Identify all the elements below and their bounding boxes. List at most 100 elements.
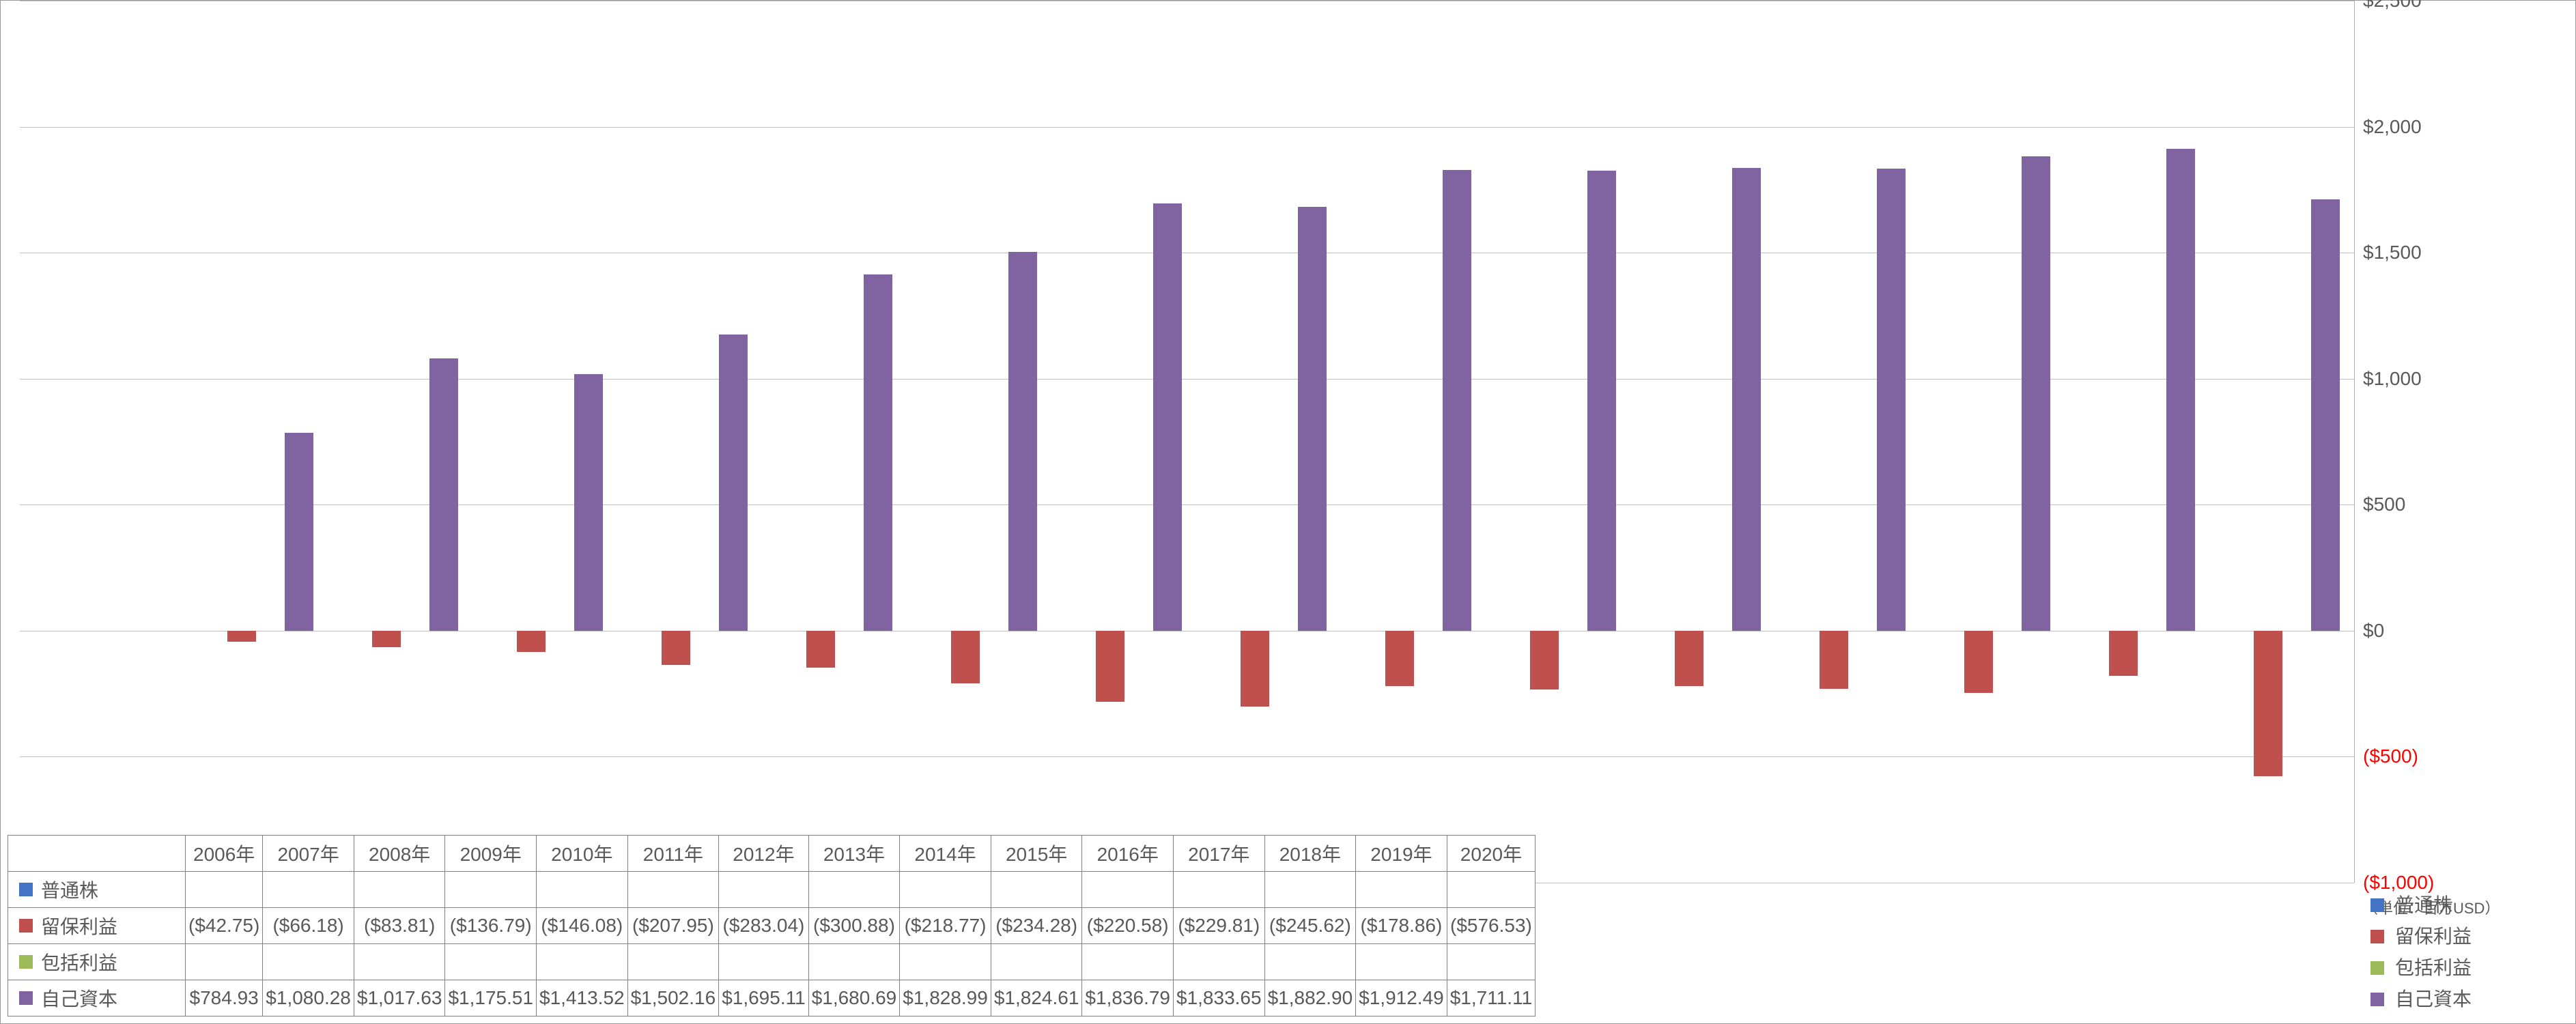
bar-retained (1385, 631, 1414, 686)
data-cell: $1,080.28 (263, 980, 354, 1016)
plot-area (20, 1, 2355, 883)
data-cell: ($218.77) (900, 908, 991, 944)
y-tick-label: $500 (2363, 494, 2405, 515)
series-name: 自己資本 (41, 989, 117, 1010)
bar-retained (806, 631, 835, 668)
data-cell (1447, 944, 1535, 980)
category-header: 2014年 (900, 836, 991, 872)
legend-label: 自己資本 (2395, 989, 2472, 1010)
data-cell: $1,912.49 (1356, 980, 1447, 1016)
bar-equity (719, 335, 748, 631)
table-row: 留保利益($42.75)($66.18)($83.81)($136.79)($1… (8, 908, 1535, 944)
bar-equity (285, 433, 313, 631)
bar-equity (1587, 171, 1616, 631)
row-header: 普通株 (8, 872, 186, 908)
series-name: 包括利益 (41, 952, 117, 973)
category-header: 2009年 (445, 836, 537, 872)
bar-retained (372, 631, 401, 647)
data-cell: ($245.62) (1264, 908, 1356, 944)
series-name: 留保利益 (41, 916, 117, 937)
legend-item: 包括利益 (2370, 952, 2562, 984)
data-cell (1082, 944, 1174, 980)
bar-equity (1877, 169, 1906, 631)
data-cell: ($42.75) (186, 908, 263, 944)
legend-swatch (2370, 898, 2384, 912)
data-cell (719, 944, 809, 980)
data-cell: $1,824.61 (991, 980, 1082, 1016)
y-tick-label: $2,500 (2363, 0, 2422, 12)
bar-retained (1964, 631, 1993, 693)
data-cell (719, 872, 809, 908)
bar-equity (1008, 252, 1037, 631)
y-tick-label: $0 (2363, 620, 2384, 642)
bar-equity (429, 358, 458, 631)
data-cell (537, 944, 628, 980)
category-header: 2019年 (1356, 836, 1447, 872)
data-cell (354, 944, 445, 980)
data-cell (900, 872, 991, 908)
data-table: 2006年2007年2008年2009年2010年2011年2012年2013年… (8, 835, 1535, 1016)
category-header: 2020年 (1447, 836, 1535, 872)
data-cell: $1,413.52 (537, 980, 628, 1016)
bar-retained (227, 631, 256, 642)
category-header: 2015年 (991, 836, 1082, 872)
data-cell (991, 944, 1082, 980)
series-swatch (19, 991, 33, 1005)
bar-equity (2311, 199, 2340, 631)
legend-label: 留保利益 (2395, 926, 2472, 947)
data-cell (263, 872, 354, 908)
data-cell (627, 872, 719, 908)
data-cell: ($66.18) (263, 908, 354, 944)
bar-retained (1675, 631, 1703, 686)
y-tick-label: $2,000 (2363, 116, 2422, 138)
data-cell: ($300.88) (808, 908, 900, 944)
series-name: 普通株 (41, 880, 98, 901)
data-cell (808, 944, 900, 980)
table-row: 普通株 (8, 872, 1535, 908)
category-header: 2011年 (627, 836, 719, 872)
series-swatch (19, 883, 33, 896)
data-cell: $784.93 (186, 980, 263, 1016)
gridline (20, 379, 2354, 380)
bar-equity (1298, 207, 1327, 630)
bar-retained (1530, 631, 1559, 689)
bar-retained (1241, 631, 1269, 707)
data-cell: ($146.08) (537, 908, 628, 944)
table-header-row: 2006年2007年2008年2009年2010年2011年2012年2013年… (8, 836, 1535, 872)
bar-equity (2022, 156, 2050, 631)
data-cell (991, 872, 1082, 908)
legend-item: 普通株 (2370, 890, 2562, 921)
bar-retained (1096, 631, 1124, 702)
y-tick-label: $1,000 (2363, 368, 2422, 390)
data-cell: ($283.04) (719, 908, 809, 944)
data-cell (808, 872, 900, 908)
data-cell: ($220.58) (1082, 908, 1174, 944)
data-cell (1264, 944, 1356, 980)
data-cell: $1,695.11 (719, 980, 809, 1016)
data-cell: $1,828.99 (900, 980, 991, 1016)
data-cell (445, 944, 537, 980)
data-cell (1447, 872, 1535, 908)
row-header: 自己資本 (8, 980, 186, 1016)
legend-item: 留保利益 (2370, 921, 2562, 952)
category-header: 2013年 (808, 836, 900, 872)
data-cell: $1,017.63 (354, 980, 445, 1016)
gridline (20, 756, 2354, 757)
row-header: 留保利益 (8, 908, 186, 944)
data-cell: ($83.81) (354, 908, 445, 944)
legend-item: 自己資本 (2370, 984, 2562, 1015)
category-header: 2012年 (719, 836, 809, 872)
data-cell: $1,711.11 (1447, 980, 1535, 1016)
legend-right: 普通株留保利益包括利益自己資本 (2370, 890, 2562, 1015)
data-cell (186, 944, 263, 980)
data-cell (186, 872, 263, 908)
table-row: 包括利益 (8, 944, 1535, 980)
category-header: 2018年 (1264, 836, 1356, 872)
category-header: 2016年 (1082, 836, 1174, 872)
series-swatch (19, 919, 33, 933)
data-cell: ($207.95) (627, 908, 719, 944)
bar-equity (574, 374, 603, 631)
data-cell (1356, 872, 1447, 908)
category-header: 2006年 (186, 836, 263, 872)
data-cell: $1,502.16 (627, 980, 719, 1016)
